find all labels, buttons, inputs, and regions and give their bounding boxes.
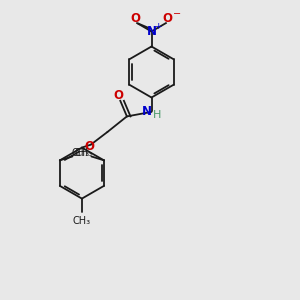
Text: −: − [173, 8, 182, 19]
Text: O: O [84, 140, 94, 153]
Text: CH₃: CH₃ [71, 148, 89, 158]
Text: N: N [146, 25, 157, 38]
Text: O: O [114, 89, 124, 102]
Text: H: H [153, 110, 162, 120]
Text: N: N [142, 105, 152, 119]
Text: O: O [162, 12, 172, 25]
Text: CH₃: CH₃ [73, 215, 91, 226]
Text: +: + [154, 22, 162, 31]
Text: CH₃: CH₃ [74, 148, 93, 158]
Text: O: O [130, 12, 141, 25]
